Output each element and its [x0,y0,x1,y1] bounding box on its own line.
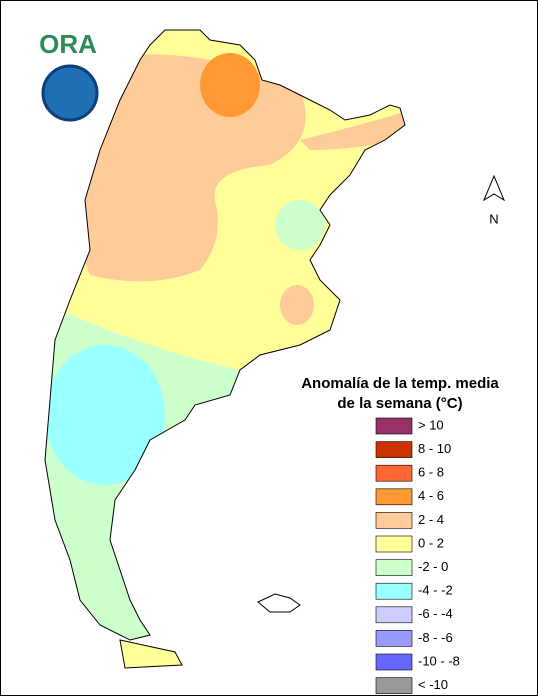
legend-label: > 10 [418,417,444,432]
legend-swatch [375,677,413,694]
logo-text: ORA [39,29,97,59]
legend-label: 8 - 10 [418,441,451,456]
legend-swatch [375,441,413,458]
legend-label: 2 - 4 [418,512,444,527]
legend-label: 6 - 8 [418,465,444,480]
legend-swatch [375,630,413,647]
compass-label: N [489,211,498,226]
legend: Anomalía de la temp. media de la semana (… [301,375,499,694]
legend-label: -10 - -8 [418,653,460,668]
legend-label: -2 - 0 [418,559,448,574]
malvinas [257,593,301,613]
legend-swatch [375,417,413,435]
legend-swatch [375,512,413,529]
legend-title: de la semana (°C) [337,395,462,412]
legend-title: Anomalía de la temp. media [301,375,499,392]
tierra-del-fuego [119,639,183,669]
legend-swatch [375,559,413,576]
legend-label: -4 - -2 [418,583,453,598]
legend-swatch [375,488,413,506]
legend-swatch [375,464,413,482]
legend-label: 0 - 2 [418,535,444,550]
legend-swatch [375,606,413,624]
legend-label: -6 - -4 [418,606,453,621]
legend-label: 4 - 6 [418,488,444,503]
compass-arrow [482,174,506,202]
legend-label: < -10 [418,677,448,692]
legend-swatch [375,582,413,600]
legend-label: -8 - -6 [418,630,453,645]
legend-swatch [375,653,413,671]
smn-emblem [41,64,99,122]
legend-swatch [375,535,413,553]
